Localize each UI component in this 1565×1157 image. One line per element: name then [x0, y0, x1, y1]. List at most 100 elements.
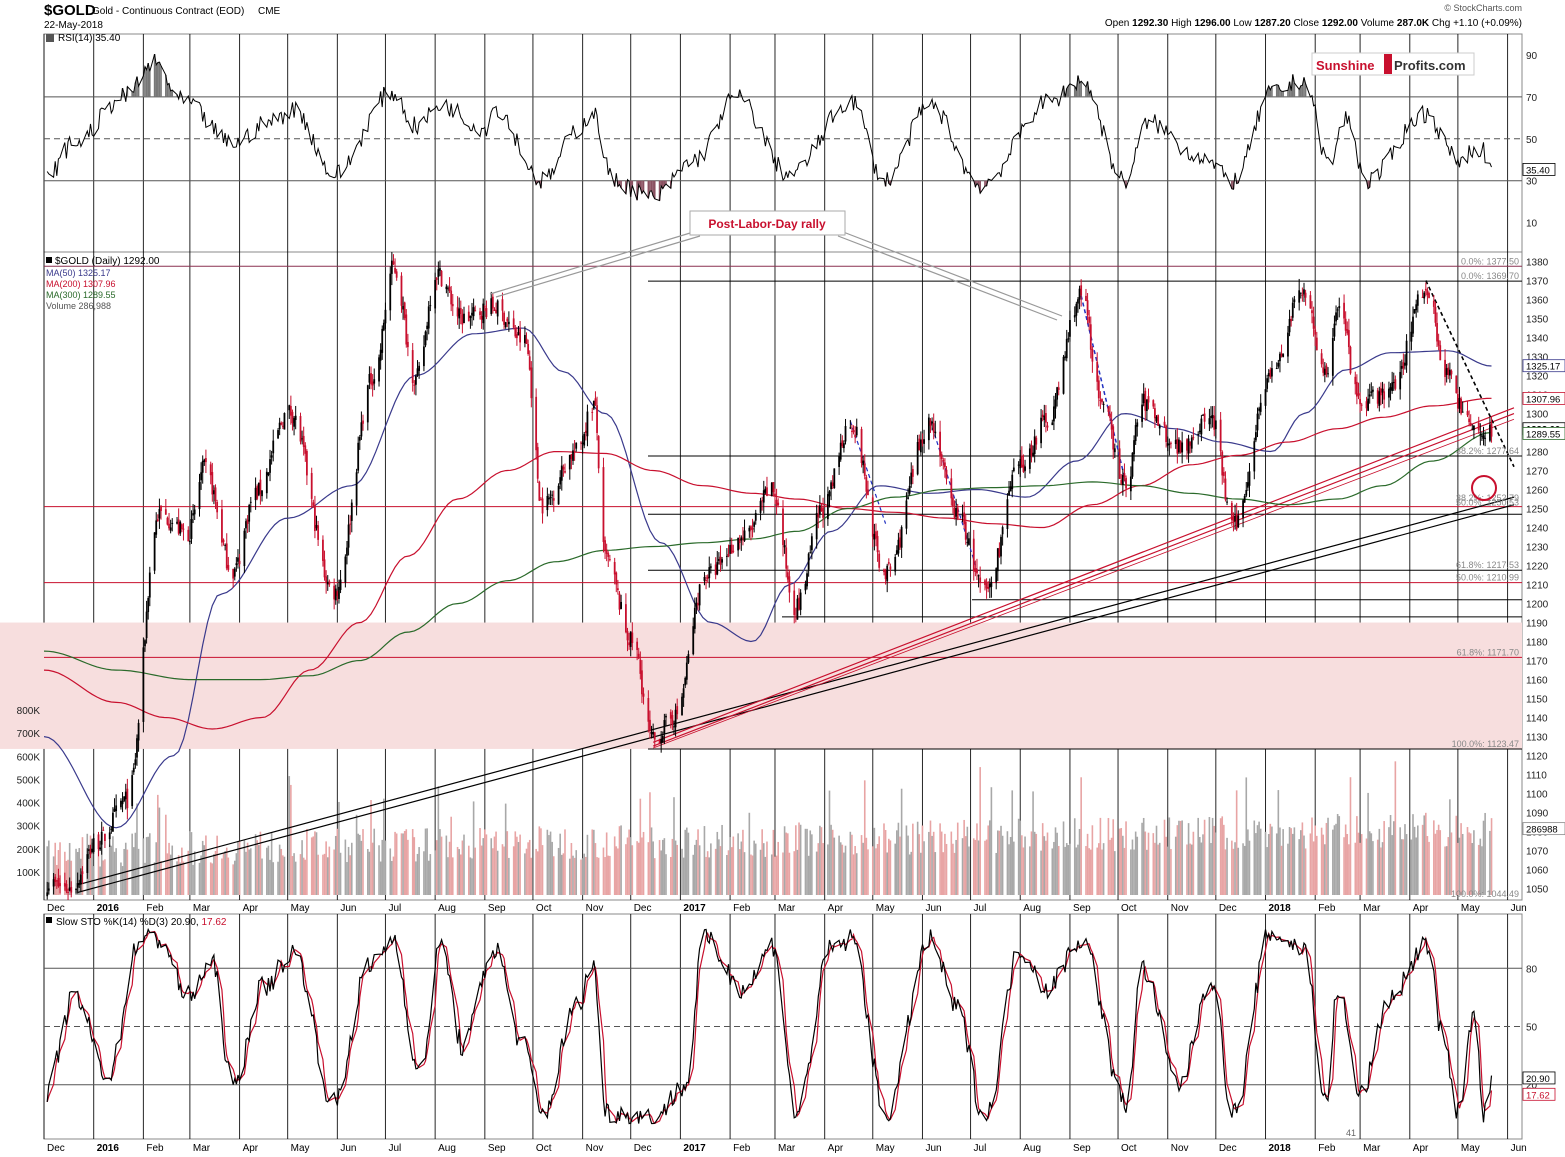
volume-bar: [1122, 835, 1124, 895]
candle-body: [193, 509, 196, 515]
volume-bar: [1468, 832, 1470, 895]
candle-body: [919, 439, 922, 453]
candle-body: [939, 431, 941, 457]
volume-bar: [1008, 844, 1010, 895]
candle-body: [1097, 380, 1100, 399]
volume-bar: [149, 833, 151, 895]
x-axis-label: Feb: [733, 903, 751, 914]
x-axis-label: Jun: [1511, 903, 1527, 914]
chart-symbol: $GOLD: [44, 2, 96, 19]
candle-body: [830, 482, 832, 490]
volume-bar: [492, 848, 494, 895]
x-axis-label: Mar: [1363, 1143, 1381, 1154]
candle-body: [245, 521, 247, 529]
volume-bar: [426, 828, 428, 895]
candle-body: [1391, 382, 1394, 391]
volume-bar: [221, 858, 223, 895]
candle-body: [1234, 515, 1236, 522]
volume-bar: [301, 840, 303, 895]
volume-bar: [727, 850, 730, 895]
candle-body: [1142, 393, 1145, 404]
volume-bar: [1045, 840, 1047, 895]
price-panel-frame: [43, 251, 1523, 901]
candle-body: [1246, 482, 1249, 488]
volume-bar: [214, 850, 217, 895]
volume-bar: [1405, 834, 1408, 895]
volume-bar: [1316, 835, 1318, 895]
candle-body: [209, 464, 212, 476]
volume-bar: [538, 826, 541, 895]
candle-body: [164, 509, 167, 515]
volume-bar: [245, 851, 247, 895]
candle-body: [1110, 420, 1113, 430]
price-tick-label: 1200: [1526, 600, 1549, 611]
candle-body: [474, 310, 477, 312]
candle-body: [762, 490, 765, 503]
volume-bar: [238, 840, 241, 895]
x-axis-label: Feb: [146, 903, 164, 914]
volume-bar: [1170, 849, 1172, 895]
volume-bar: [1247, 829, 1249, 895]
candle-body: [1040, 417, 1042, 444]
volume-bar: [112, 836, 114, 895]
candle-body: [1152, 400, 1155, 407]
candle-body: [1165, 425, 1168, 443]
candle-body: [1344, 318, 1347, 331]
candle-body: [867, 489, 869, 495]
candle-body: [112, 812, 114, 832]
candle-body: [883, 569, 885, 573]
candle-body: [1017, 464, 1020, 466]
volume-bar: [384, 840, 387, 895]
volume-bar: [333, 849, 335, 895]
volume-bar: [171, 845, 174, 895]
candle-body: [1178, 439, 1180, 453]
volume-bar: [379, 861, 382, 895]
price-tick-label: 1360: [1526, 296, 1549, 307]
volume-bar: [1223, 824, 1225, 895]
volume-bar: [1469, 833, 1472, 895]
volume-bar: [468, 845, 470, 895]
volume-bar: [1271, 826, 1273, 895]
candle-body: [616, 588, 619, 591]
candle-body: [804, 583, 807, 591]
candle-body: [637, 653, 640, 659]
volume-bar: [1434, 833, 1437, 895]
price-tick-label: 1060: [1526, 866, 1549, 877]
volume-bar: [796, 849, 799, 895]
volume-bar: [559, 833, 561, 895]
volume-bar: [1336, 813, 1339, 895]
volume-tick-label: 600K: [17, 752, 41, 763]
volume-bar: [649, 792, 651, 895]
candle-body: [448, 286, 451, 291]
price-tick-label: 1320: [1526, 372, 1549, 383]
candle-body: [447, 288, 449, 290]
volume-bar: [1035, 833, 1038, 895]
candle-body: [1075, 303, 1078, 316]
volume-bar: [955, 839, 957, 895]
logo-box: [1311, 52, 1475, 76]
volume-bar: [1210, 843, 1212, 895]
candle-body: [1304, 292, 1307, 298]
volume-bar: [1481, 846, 1483, 895]
volume-bar: [934, 852, 937, 895]
candle-body: [1343, 302, 1345, 319]
candle-body: [673, 726, 675, 728]
volume-bar: [1372, 841, 1374, 895]
candle-body: [1032, 452, 1034, 456]
volume-bar: [1089, 849, 1092, 895]
volume-bar: [227, 857, 230, 895]
candle-body: [1258, 408, 1261, 411]
volume-bar: [1343, 837, 1345, 895]
volume-bar: [59, 842, 61, 895]
x-axis-label: May: [876, 903, 895, 914]
volume-bar: [1043, 836, 1046, 895]
candle-body: [1333, 323, 1336, 337]
volume-bar: [203, 845, 206, 895]
candle-body: [1024, 466, 1026, 471]
volume-bar: [1242, 843, 1244, 895]
candle-body: [120, 800, 122, 808]
candle-body: [1043, 415, 1046, 421]
candle-body: [504, 322, 507, 328]
axis-ticks: 90 70 50 30 10 1380 1370 1360 1350 1340 1330 1320 13…: [17, 51, 1549, 1092]
candle-body: [437, 269, 440, 277]
